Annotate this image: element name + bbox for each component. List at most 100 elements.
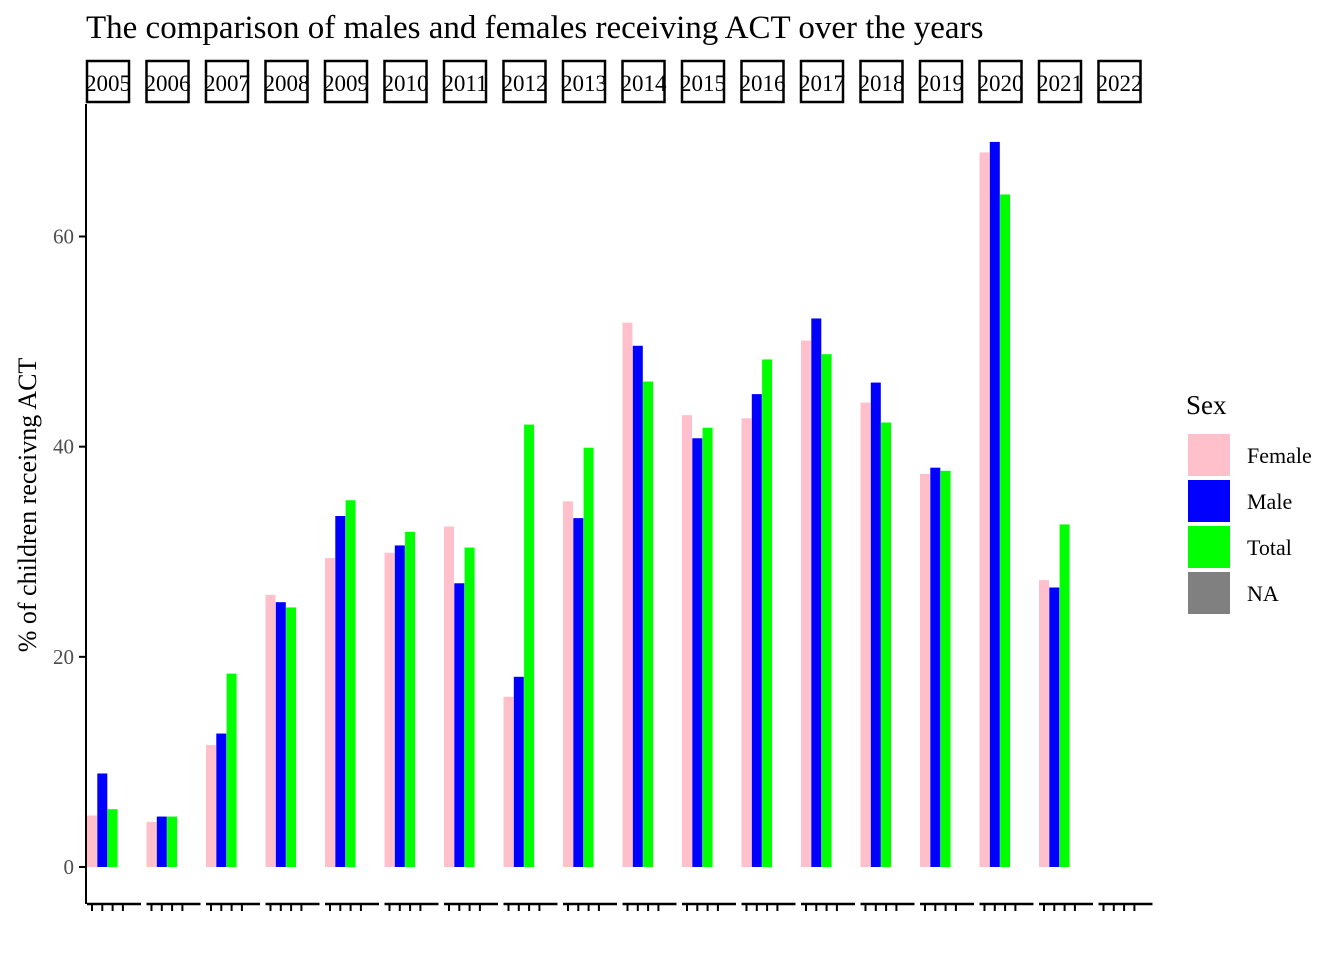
facet-strip-box [918, 59, 964, 104]
facet-strip-box [1037, 59, 1083, 104]
bar-male-2020 [989, 141, 1000, 868]
facet-strip-box [978, 59, 1023, 104]
facet-strip-label: 2011 [442, 71, 487, 96]
facet-strip-box [740, 59, 785, 104]
y-tick-label: 20 [53, 645, 74, 669]
bar-male-2011 [454, 583, 465, 867]
facet-strip-label: 2018 [859, 71, 905, 96]
bar-total-2021 [1059, 524, 1070, 867]
y-tick-label: 60 [53, 225, 74, 249]
bar-total-2019 [940, 470, 951, 867]
facet-strip-box [859, 59, 904, 104]
facet-strips: 2005 2006 2007 2008 2009 2010 2011 2012 2013 2014… [85, 59, 1143, 104]
bar-total-2007 [226, 673, 237, 867]
facet-strip-label: 2022 [1097, 71, 1143, 96]
y-tick-label: 40 [53, 435, 74, 459]
facet-strip-label: 2009 [323, 71, 369, 96]
facet-strip-label: 2020 [978, 71, 1024, 96]
legend-key-female [1188, 434, 1230, 476]
legend-key-na [1188, 572, 1230, 614]
bar-total-2015 [702, 427, 713, 867]
facet-strip-label: 2005 [85, 71, 131, 96]
legend-key-total [1188, 526, 1230, 568]
bar-female-2015 [682, 415, 692, 867]
bar-male-2013 [573, 518, 584, 867]
bar-female-2006 [146, 821, 157, 867]
bar-female-2020 [979, 152, 990, 867]
facet-strip-box [323, 59, 369, 104]
bar-total-2018 [881, 422, 892, 867]
facet-strip-label: 2008 [264, 71, 310, 96]
facet-strip-label: 2017 [799, 71, 845, 96]
bar-male-2018 [870, 382, 881, 867]
facet-strip-box [383, 59, 428, 104]
bar-female-2021 [1039, 580, 1049, 867]
bar-female-2013 [563, 501, 573, 867]
facet-strip-label: 2012 [502, 71, 548, 96]
bar-female-2008 [265, 594, 276, 867]
facet-strip-label: 2021 [1037, 71, 1083, 96]
facet-strip-box [502, 59, 547, 104]
facet-strip-box [680, 59, 726, 104]
bar-female-2014 [622, 322, 633, 867]
bar-male-2016 [751, 394, 762, 867]
bar-total-2009 [345, 500, 356, 867]
y-axis-label: % of children receivng ACT [13, 358, 42, 653]
bar-total-2013 [583, 447, 594, 867]
bar-female-2005 [87, 815, 97, 867]
facet-strip-label: 2007 [204, 71, 250, 96]
bar-male-2019 [930, 467, 941, 867]
bar-female-2011 [444, 526, 454, 867]
facet-strip-box [799, 59, 845, 104]
facet-strip-box [204, 59, 250, 104]
bar-male-2006 [156, 816, 167, 867]
bar-male-2017 [811, 318, 822, 868]
facet-strip-box [561, 59, 607, 104]
legend-title: Sex [1186, 390, 1227, 420]
bar-female-2016 [741, 418, 752, 867]
y-tick-label: 0 [64, 855, 75, 879]
bar-total-2016 [762, 359, 773, 867]
facet-strip-label: 2019 [918, 71, 964, 96]
bar-female-2012 [503, 696, 514, 867]
bars [87, 141, 1070, 868]
bar-total-2008 [286, 607, 297, 867]
bar-female-2010 [384, 552, 395, 867]
facet-strip-label: 2016 [740, 71, 786, 96]
legend-label-male: Male [1247, 489, 1292, 514]
bar-male-2014 [632, 345, 643, 868]
bar-male-2015 [692, 438, 703, 867]
bar-male-2005 [97, 773, 108, 867]
facet-strip-label: 2015 [680, 71, 726, 96]
bar-female-2017 [801, 340, 811, 868]
facet-strip-label: 2006 [145, 71, 191, 96]
bar-total-2011 [464, 547, 475, 867]
bar-male-2021 [1049, 587, 1060, 867]
bar-male-2009 [335, 516, 346, 867]
bar-total-2005 [107, 809, 118, 867]
y-axis: 0 20 40 60 [53, 225, 86, 879]
facet-strip-box [1097, 59, 1142, 104]
bar-female-2019 [920, 473, 930, 867]
bar-total-2006 [167, 816, 178, 867]
bar-total-2017 [821, 354, 832, 867]
bar-male-2008 [275, 602, 286, 867]
facet-strip-box [145, 59, 190, 104]
x-ticks [87, 902, 1153, 911]
facet-strip-box [85, 59, 131, 104]
facet-strip-box [442, 59, 488, 104]
bar-total-2010 [405, 531, 416, 867]
bar-male-2010 [394, 545, 405, 867]
legend: Sex Female Male Total NA [1186, 390, 1312, 614]
facet-strip-label: 2010 [383, 71, 429, 96]
facet-strip-label: 2014 [621, 71, 668, 96]
bar-total-2014 [643, 381, 654, 867]
bar-male-2012 [513, 676, 524, 867]
bar-total-2012 [524, 424, 535, 867]
bar-total-2020 [1000, 194, 1011, 867]
facet-strip-box [264, 59, 309, 104]
legend-key-male [1188, 480, 1230, 522]
bar-male-2007 [216, 733, 227, 867]
facet-strip-label: 2013 [561, 71, 607, 96]
